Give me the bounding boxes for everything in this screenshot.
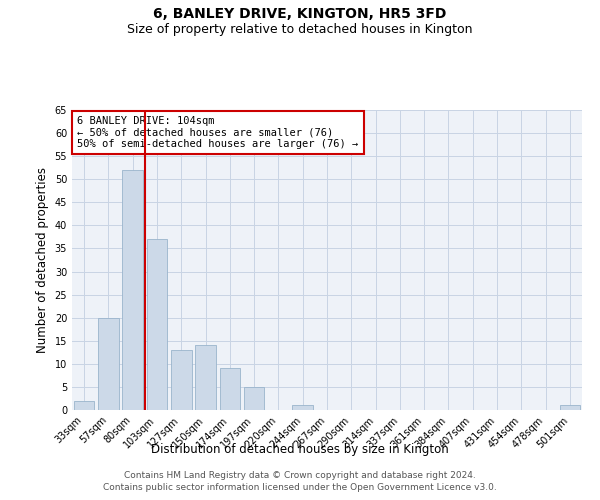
Bar [292,406,313,410]
Bar [195,346,216,410]
Bar [74,401,94,410]
Text: Contains HM Land Registry data © Crown copyright and database right 2024.: Contains HM Land Registry data © Crown c… [124,471,476,480]
Bar [244,387,265,410]
Bar [146,239,167,410]
Bar [171,350,191,410]
Bar [122,170,143,410]
Text: Distribution of detached houses by size in Kington: Distribution of detached houses by size … [151,442,449,456]
Bar [220,368,240,410]
Text: Contains public sector information licensed under the Open Government Licence v3: Contains public sector information licen… [103,484,497,492]
Y-axis label: Number of detached properties: Number of detached properties [36,167,49,353]
Text: 6, BANLEY DRIVE, KINGTON, HR5 3FD: 6, BANLEY DRIVE, KINGTON, HR5 3FD [154,8,446,22]
Text: 6 BANLEY DRIVE: 104sqm
← 50% of detached houses are smaller (76)
50% of semi-det: 6 BANLEY DRIVE: 104sqm ← 50% of detached… [77,116,358,149]
Text: Size of property relative to detached houses in Kington: Size of property relative to detached ho… [127,22,473,36]
Bar [560,406,580,410]
Bar [98,318,119,410]
